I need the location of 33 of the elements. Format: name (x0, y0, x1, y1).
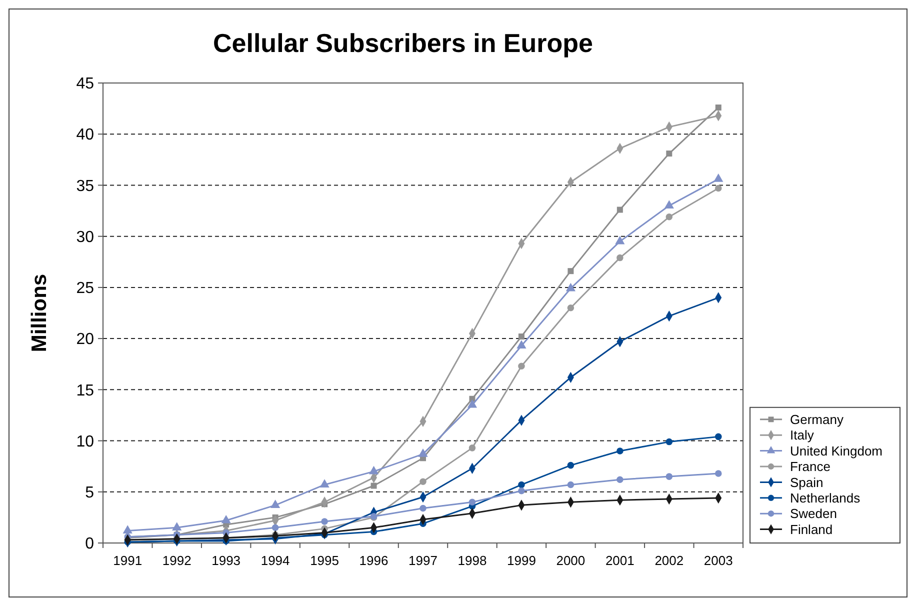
legend-label: France (790, 459, 830, 474)
x-tick-label: 2000 (556, 553, 586, 568)
legend-label: Finland (790, 522, 833, 537)
x-tick-label: 1998 (458, 553, 487, 568)
legend-label: Netherlands (790, 490, 861, 506)
x-tick-label: 1995 (310, 553, 339, 568)
y-axis-title: Millions (28, 274, 51, 352)
x-tick-label: 2002 (654, 553, 684, 568)
x-tick-label: 1992 (162, 553, 192, 568)
x-tick-label: 1991 (113, 553, 142, 568)
x-tick-label: 1994 (260, 553, 290, 568)
y-tick-label: 20 (76, 331, 94, 348)
y-tick-label: 15 (76, 382, 94, 400)
x-tick-label: 1993 (212, 553, 241, 568)
legend-label: United Kingdom (790, 443, 882, 458)
chart-title: Cellular Subscribers in Europe (213, 28, 593, 58)
y-tick-label: 5 (85, 484, 94, 502)
y-tick-label: 35 (76, 178, 94, 195)
y-tick-label: 10 (76, 433, 94, 450)
x-tick-label: 2003 (704, 553, 733, 568)
x-tick-label: 2001 (605, 553, 634, 568)
y-tick-label: 25 (76, 280, 94, 298)
legend-label: Italy (790, 428, 814, 443)
x-tick-label: 1996 (359, 553, 388, 568)
legend-label: Spain (790, 474, 824, 490)
legend-label: Sweden (790, 506, 837, 522)
legend-label: Germany (790, 412, 844, 427)
x-tick-label: 1999 (507, 553, 536, 568)
y-tick-label: 45 (76, 76, 94, 93)
y-tick-label: 30 (76, 228, 94, 246)
y-tick-label: 0 (85, 536, 94, 553)
x-tick-label: 1997 (408, 553, 438, 568)
y-tick-label: 40 (76, 126, 94, 144)
